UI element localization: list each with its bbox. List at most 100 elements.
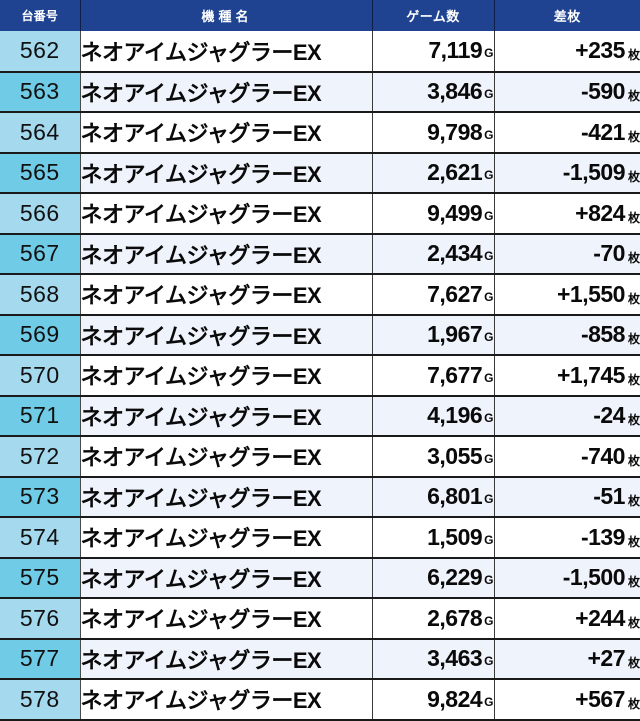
- table-row[interactable]: 569 ネオアイムジャグラーEX 1,967 G -858 枚: [0, 314, 640, 356]
- cell-unit-number[interactable]: 573: [0, 476, 81, 518]
- game-count-unit: G: [484, 127, 494, 142]
- cell-unit-number[interactable]: 564: [0, 112, 81, 154]
- cell-game-count[interactable]: 2,678 G: [372, 598, 495, 640]
- cell-model-name[interactable]: ネオアイムジャグラーEX: [80, 152, 373, 194]
- cell-difference[interactable]: +1,550 枚: [494, 274, 640, 316]
- cell-unit-number[interactable]: 568: [0, 274, 81, 316]
- column-header-unit-number[interactable]: 台番号: [0, 0, 81, 31]
- cell-game-count[interactable]: 6,229 G: [372, 557, 495, 599]
- cell-game-count[interactable]: 9,824 G: [372, 679, 495, 721]
- cell-game-count[interactable]: 9,499 G: [372, 193, 495, 235]
- cell-unit-number[interactable]: 566: [0, 193, 81, 235]
- cell-difference[interactable]: -70 枚: [494, 233, 640, 275]
- cell-difference[interactable]: -24 枚: [494, 395, 640, 437]
- cell-model-name[interactable]: ネオアイムジャグラーEX: [80, 193, 373, 235]
- table-row[interactable]: 566 ネオアイムジャグラーEX 9,499 G +824 枚: [0, 193, 640, 235]
- cell-model-name[interactable]: ネオアイムジャグラーEX: [80, 314, 373, 356]
- difference-value: -1,500: [562, 564, 626, 591]
- cell-model-name[interactable]: ネオアイムジャグラーEX: [80, 31, 373, 73]
- column-header-difference[interactable]: 差枚: [494, 0, 640, 31]
- game-count-unit: G: [484, 573, 494, 588]
- table-row[interactable]: 573 ネオアイムジャグラーEX 6,801 G -51 枚: [0, 476, 640, 518]
- cell-difference[interactable]: -1,500 枚: [494, 557, 640, 599]
- cell-difference[interactable]: -740 枚: [494, 436, 640, 478]
- cell-difference[interactable]: +235 枚: [494, 31, 640, 73]
- cell-game-count[interactable]: 1,509 G: [372, 517, 495, 559]
- table-row[interactable]: 568 ネオアイムジャグラーEX 7,627 G +1,550 枚: [0, 274, 640, 316]
- table-row[interactable]: 565 ネオアイムジャグラーEX 2,621 G -1,509 枚: [0, 152, 640, 194]
- cell-game-count[interactable]: 7,627 G: [372, 274, 495, 316]
- cell-unit-number[interactable]: 577: [0, 638, 81, 680]
- cell-difference[interactable]: +567 枚: [494, 679, 640, 721]
- cell-unit-number[interactable]: 562: [0, 31, 81, 73]
- cell-unit-number[interactable]: 575: [0, 557, 81, 599]
- cell-unit-number[interactable]: 570: [0, 355, 81, 397]
- cell-model-name[interactable]: ネオアイムジャグラーEX: [80, 638, 373, 680]
- cell-game-count[interactable]: 3,846 G: [372, 71, 495, 113]
- cell-difference[interactable]: +1,745 枚: [494, 355, 640, 397]
- cell-unit-number[interactable]: 571: [0, 395, 81, 437]
- cell-game-count[interactable]: 2,621 G: [372, 152, 495, 194]
- cell-difference[interactable]: -421 枚: [494, 112, 640, 154]
- cell-model-name[interactable]: ネオアイムジャグラーEX: [80, 517, 373, 559]
- cell-model-name[interactable]: ネオアイムジャグラーEX: [80, 233, 373, 275]
- cell-difference[interactable]: +244 枚: [494, 598, 640, 640]
- cell-game-count[interactable]: 7,677 G: [372, 355, 495, 397]
- cell-unit-number[interactable]: 576: [0, 598, 81, 640]
- cell-difference[interactable]: -139 枚: [494, 517, 640, 559]
- cell-model-name[interactable]: ネオアイムジャグラーEX: [80, 71, 373, 113]
- cell-difference[interactable]: +824 枚: [494, 193, 640, 235]
- cell-game-count[interactable]: 1,967 G: [372, 314, 495, 356]
- cell-model-name[interactable]: ネオアイムジャグラーEX: [80, 476, 373, 518]
- cell-model-name[interactable]: ネオアイムジャグラーEX: [80, 598, 373, 640]
- cell-unit-number[interactable]: 572: [0, 436, 81, 478]
- cell-game-count[interactable]: 9,798 G: [372, 112, 495, 154]
- cell-unit-number[interactable]: 567: [0, 233, 81, 275]
- cell-model-name[interactable]: ネオアイムジャグラーEX: [80, 274, 373, 316]
- difference-value: -740: [580, 442, 626, 469]
- cell-unit-number[interactable]: 578: [0, 679, 81, 721]
- cell-game-count[interactable]: 3,055 G: [372, 436, 495, 478]
- cell-model-name[interactable]: ネオアイムジャグラーEX: [80, 557, 373, 599]
- cell-game-count[interactable]: 4,196 G: [372, 395, 495, 437]
- difference-unit: 枚: [627, 332, 640, 347]
- table-row[interactable]: 562 ネオアイムジャグラーEX 7,119 G +235 枚: [0, 31, 640, 73]
- table-row[interactable]: 571 ネオアイムジャグラーEX 4,196 G -24 枚: [0, 395, 640, 437]
- table-row[interactable]: 567 ネオアイムジャグラーEX 2,434 G -70 枚: [0, 233, 640, 275]
- table-row[interactable]: 576 ネオアイムジャグラーEX 2,678 G +244 枚: [0, 598, 640, 640]
- column-header-game-count[interactable]: ゲーム数: [372, 0, 495, 31]
- cell-unit-number[interactable]: 569: [0, 314, 81, 356]
- cell-model-name[interactable]: ネオアイムジャグラーEX: [80, 112, 373, 154]
- cell-model-name[interactable]: ネオアイムジャグラーEX: [80, 679, 373, 721]
- cell-game-count[interactable]: 7,119 G: [372, 31, 495, 73]
- cell-model-name[interactable]: ネオアイムジャグラーEX: [80, 395, 373, 437]
- game-count-value: 9,499: [427, 199, 483, 226]
- cell-unit-number[interactable]: 563: [0, 71, 81, 113]
- column-header-model-name[interactable]: 機種名: [80, 0, 373, 31]
- cell-difference[interactable]: +27 枚: [494, 638, 640, 680]
- cell-game-count[interactable]: 3,463 G: [372, 638, 495, 680]
- difference-unit: 枚: [627, 656, 640, 671]
- cell-game-count[interactable]: 6,801 G: [372, 476, 495, 518]
- table-row[interactable]: 574 ネオアイムジャグラーEX 1,509 G -139 枚: [0, 517, 640, 559]
- table-row[interactable]: 578 ネオアイムジャグラーEX 9,824 G +567 枚: [0, 679, 640, 721]
- table-row[interactable]: 575 ネオアイムジャグラーEX 6,229 G -1,500 枚: [0, 557, 640, 599]
- cell-difference[interactable]: -858 枚: [494, 314, 640, 356]
- game-count-unit: G: [484, 168, 494, 183]
- table-row[interactable]: 563 ネオアイムジャグラーEX 3,846 G -590 枚: [0, 71, 640, 113]
- cell-difference[interactable]: -51 枚: [494, 476, 640, 518]
- cell-unit-number[interactable]: 574: [0, 517, 81, 559]
- table-row[interactable]: 570 ネオアイムジャグラーEX 7,677 G +1,745 枚: [0, 355, 640, 397]
- game-count-unit: G: [484, 654, 494, 669]
- cell-difference[interactable]: -1,509 枚: [494, 152, 640, 194]
- cell-model-name[interactable]: ネオアイムジャグラーEX: [80, 436, 373, 478]
- cell-unit-number[interactable]: 565: [0, 152, 81, 194]
- cell-model-name[interactable]: ネオアイムジャグラーEX: [80, 355, 373, 397]
- cell-difference[interactable]: -590 枚: [494, 71, 640, 113]
- table-row[interactable]: 572 ネオアイムジャグラーEX 3,055 G -740 枚: [0, 436, 640, 478]
- difference-value: -139: [580, 523, 626, 550]
- cell-game-count[interactable]: 2,434 G: [372, 233, 495, 275]
- difference-value: -590: [580, 78, 626, 105]
- table-row[interactable]: 564 ネオアイムジャグラーEX 9,798 G -421 枚: [0, 112, 640, 154]
- table-row[interactable]: 577 ネオアイムジャグラーEX 3,463 G +27 枚: [0, 638, 640, 680]
